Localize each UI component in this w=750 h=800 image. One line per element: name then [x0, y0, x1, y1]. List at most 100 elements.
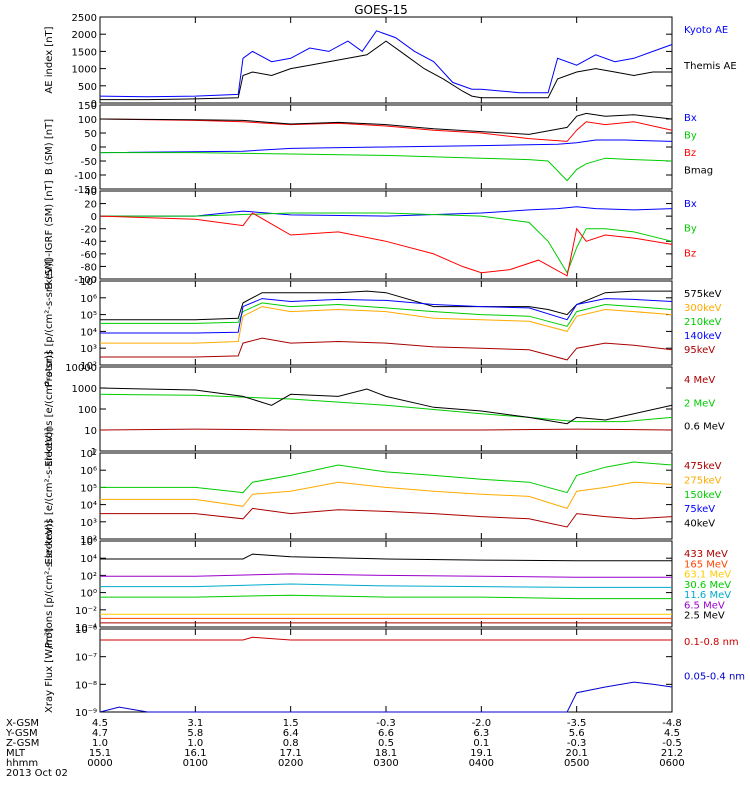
- time-axis-value: -4.8: [662, 718, 682, 729]
- y-tick-label: 10⁴: [80, 501, 97, 512]
- y-tick-label: 10⁻⁶: [75, 625, 97, 636]
- time-axis-value: 5.8: [187, 728, 203, 739]
- panel-8: 10⁻⁹ 10⁻⁸ 10⁻⁷ 10⁻⁶ Xray Flux [W/m²] 0.1-0.8 …: [44, 625, 745, 719]
- y-tick-label: -20: [81, 225, 97, 236]
- time-axis-value: 1.5: [283, 718, 299, 729]
- time-axis-value: 6.6: [378, 728, 394, 739]
- panel-frame: [99, 190, 673, 280]
- series-line-bx: [100, 206, 673, 217]
- legend-label: 165 MeV: [684, 559, 728, 570]
- legend-label: 210keV: [684, 317, 722, 328]
- series-line-150kev: [100, 461, 673, 494]
- y-tick-label: -50: [81, 157, 97, 168]
- y-axis-label: Electrons [e/(cm²-s-sr)]: [44, 351, 55, 467]
- legend-label: By: [684, 224, 697, 235]
- legend-label: Kyoto AE: [684, 25, 728, 36]
- legend-label: 2 MeV: [684, 398, 715, 409]
- y-tick-label: -80: [81, 262, 97, 273]
- legend-label: 6.5 MeV: [684, 600, 725, 611]
- time-axis-value: 1.0: [187, 738, 203, 749]
- series-line-95kev: [100, 337, 673, 361]
- time-axis-table: X-GSMY-GSMZ-GSMMLThhmm4.54.71.015.100003…: [5, 718, 685, 769]
- time-axis-value: 0100: [183, 758, 208, 769]
- y-tick-label: 10³: [80, 518, 97, 529]
- y-tick-label: 10⁻²: [75, 606, 97, 617]
- time-axis-value: 0500: [564, 758, 589, 769]
- series-line-bz: [99, 118, 673, 142]
- time-axis-value: 3.1: [187, 718, 203, 729]
- y-tick-label: 10: [84, 426, 97, 437]
- series-line-0-1-0-8-nm: [100, 636, 672, 641]
- series-line-by: [100, 212, 673, 274]
- time-axis-value: 20.1: [566, 748, 588, 759]
- series-line-4-mev: [99, 428, 673, 431]
- figure-title: GOES-15: [354, 3, 408, 17]
- legend-label: By: [684, 131, 697, 142]
- panel-7: 10⁻⁴ 10⁻² 10⁰ 10² 10⁴ 10⁶ Protons [p/(cm²-s-sr…: [44, 520, 731, 648]
- y-tick-label: 100: [78, 115, 97, 126]
- panel-2: -150 -100 -50 0 50 100 150 B (SM) [nT] Bx By Bz Bma…: [44, 101, 713, 196]
- row-label: hhmm: [6, 758, 38, 769]
- time-axis-value: 4.7: [92, 728, 108, 739]
- legend-label: Bx: [684, 113, 697, 124]
- y-tick-label: -40: [81, 237, 97, 248]
- series-line-275kev: [100, 481, 673, 509]
- series-line-210kev: [100, 302, 673, 327]
- panel-1: 0 500 1000 1500 2000 2500 AE index [nT] Kyoto A…: [44, 13, 737, 110]
- time-axis-value: 0000: [87, 758, 112, 769]
- y-tick-label: 10⁷: [80, 277, 97, 288]
- row-label: MLT: [6, 748, 26, 759]
- row-label: Y-GSM: [5, 728, 38, 739]
- y-tick-label: 10⁻⁸: [75, 680, 97, 691]
- time-axis-value: 6.3: [473, 728, 489, 739]
- legend-label: 63.1 MeV: [684, 570, 731, 581]
- y-tick-label: 150: [78, 101, 97, 112]
- y-tick-label: 0: [91, 143, 97, 154]
- legend-label: 575keV: [684, 289, 722, 300]
- legend-label: 2.5 MeV: [684, 611, 725, 622]
- series-line-11-6-mev: [100, 583, 672, 588]
- legend-label: Bx: [684, 199, 697, 210]
- legend-label: 11.6 MeV: [684, 590, 731, 601]
- legend-label: 475keV: [684, 461, 722, 472]
- y-tick-label: 10000: [65, 363, 97, 374]
- time-axis-value: 4.5: [664, 728, 680, 739]
- y-tick-label: 10⁴: [80, 554, 97, 565]
- legend-label: 150keV: [684, 490, 722, 501]
- y-axis-label: B (SM)-IGRF (SM) [nT]: [44, 180, 55, 289]
- time-axis-value: 18.1: [375, 748, 397, 759]
- time-axis-value: -0.5: [662, 738, 682, 749]
- y-axis-label: B (SM) [nT]: [44, 119, 55, 175]
- series-line-0-05-0-4-nm: [99, 681, 673, 713]
- time-axis-value: 16.1: [184, 748, 206, 759]
- y-tick-label: 10⁵: [80, 311, 97, 322]
- time-axis-value: 0400: [469, 758, 494, 769]
- y-tick-label: 10⁶: [80, 537, 97, 548]
- series-line-6-5-mev: [100, 573, 672, 578]
- y-tick-label: 10⁰: [80, 589, 97, 600]
- series-line-2-5-mev: [100, 553, 672, 562]
- time-axis-value: 4.5: [92, 718, 108, 729]
- y-tick-label: 20: [84, 200, 97, 211]
- series-line-themis-ae: [100, 40, 672, 101]
- y-tick-label: 10⁴: [80, 327, 97, 338]
- legend-label: 0.1-0.8 nm: [684, 637, 739, 648]
- row-label: X-GSM: [6, 718, 39, 729]
- legend-label: 300keV: [684, 303, 722, 314]
- time-axis-value: 21.2: [661, 748, 683, 759]
- legend-label: Bz: [684, 248, 696, 259]
- time-axis-value: 0.5: [378, 738, 394, 749]
- y-axis-label: AE index [nT]: [44, 26, 55, 93]
- time-axis-value: 15.1: [89, 748, 111, 759]
- panel-5: 1 10 100 1000 10000 Electrons [e/(cm²-s-sr)] 4…: [44, 351, 725, 467]
- panel-frame: [99, 366, 673, 452]
- y-tick-label: 0: [91, 212, 97, 223]
- series-line-140kev: [100, 298, 673, 334]
- panel-6: 10² 10³ 10⁴ 10⁵ 10⁶ 10⁷ Electrons [e/(cm²-s-sr…: [44, 427, 722, 564]
- series-line-bmag: [99, 112, 673, 135]
- legend-label: 40keV: [684, 519, 715, 530]
- time-axis-value: 5.6: [569, 728, 585, 739]
- time-axis-value: 0.1: [473, 738, 489, 749]
- y-tick-label: 1: [91, 447, 97, 458]
